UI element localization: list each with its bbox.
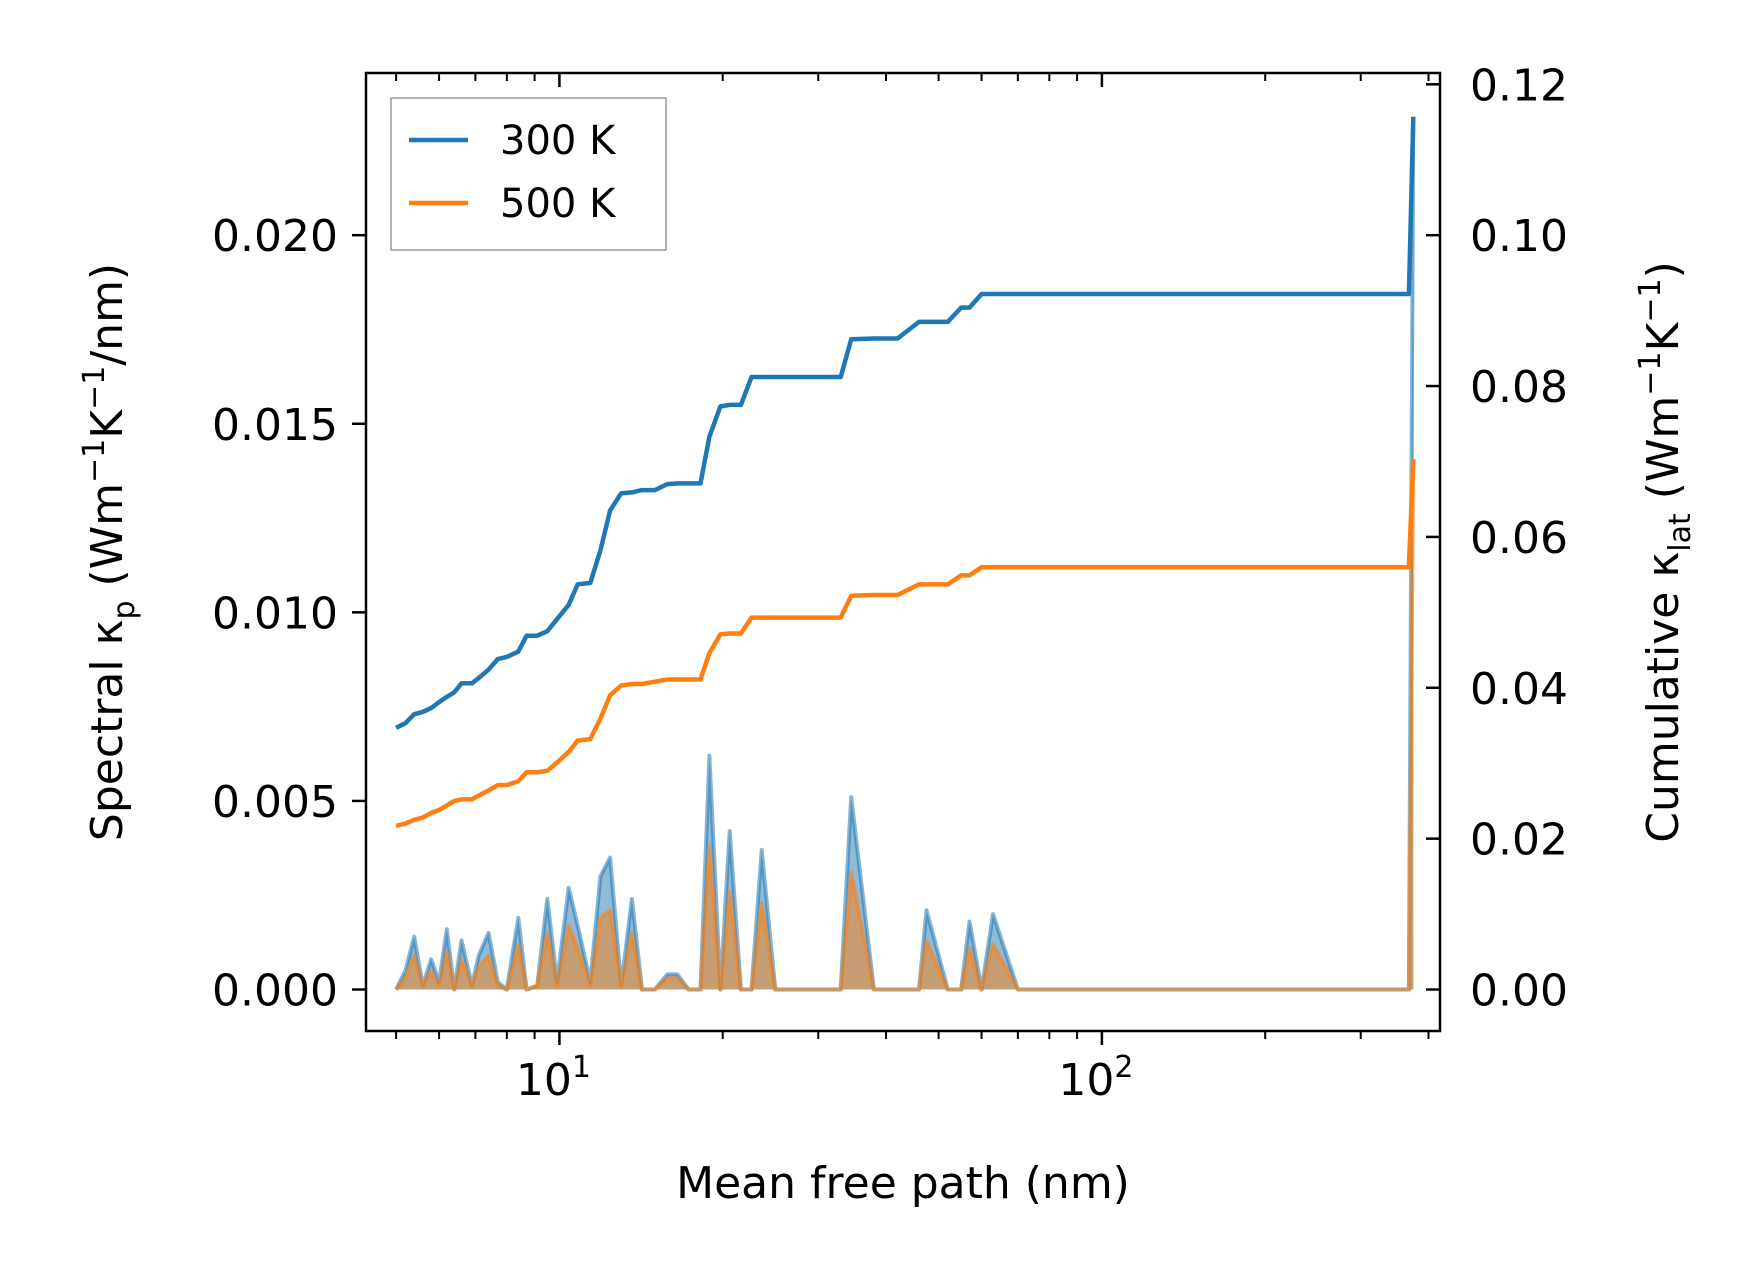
y-right-label-prefix: Cumulative κ — [1638, 552, 1689, 843]
x-tick-label-base: 10 — [1058, 1055, 1114, 1106]
plot-frame — [364, 71, 1442, 1033]
x-tick-label-exp: 2 — [1114, 1050, 1133, 1085]
y-right-tick-label: 0.10 — [1470, 211, 1568, 262]
legend-box — [390, 97, 667, 251]
y-right-tick-label: 0.02 — [1470, 815, 1568, 866]
y-axis-left-label: Spectral κp (Wm−1K−1/nm) — [77, 263, 142, 841]
y-right-label-mid: (Wm — [1638, 396, 1689, 514]
ticks-layer: 0.000 0.005 0.010 0.015 0.020 0.00 0.02 0.04 0.0… — [212, 60, 1568, 1106]
y-right-tick-label: 0.06 — [1470, 513, 1568, 564]
y-left-label-sup2: −1 — [77, 366, 112, 410]
y-left-label-mid2: K — [82, 409, 133, 439]
y-right-label-sup2: −1 — [1633, 278, 1668, 322]
y-right-label-sup1: −1 — [1633, 351, 1668, 395]
y-right-tick-label: 0.04 — [1470, 664, 1568, 715]
x-tick-label: 101 — [516, 1050, 591, 1106]
y-left-label-sub: p — [107, 600, 142, 619]
y-left-tick-label: 0.005 — [212, 777, 338, 828]
y-left-tick-label: 0.015 — [212, 400, 338, 451]
y-left-label-sup1: −1 — [77, 439, 112, 483]
y-left-label-prefix: Spectral κ — [82, 620, 133, 842]
y-axis-right-label: Cumulative κlat (Wm−1K−1) — [1633, 261, 1698, 843]
y-left-label-suffix: /nm) — [82, 263, 133, 366]
cumulative-line-300k — [395, 116, 1416, 730]
y-left-tick-label: 0.020 — [212, 211, 338, 262]
y-right-tick-label: 0.12 — [1470, 60, 1568, 111]
x-axis-label: Mean free path (nm) — [676, 1158, 1130, 1209]
y-right-label-suffix: ) — [1638, 261, 1689, 278]
y-right-label-sub: lat — [1663, 513, 1698, 552]
y-left-tick-label: 0.000 — [212, 966, 338, 1017]
y-right-tick-label: 0.00 — [1470, 966, 1568, 1017]
legend: 300 K 500 K — [390, 97, 667, 251]
legend-label-300k: 300 K — [500, 118, 617, 164]
y-left-label-mid: (Wm — [82, 483, 133, 601]
x-tick-label: 102 — [1058, 1050, 1133, 1106]
y-right-tick-label: 0.08 — [1470, 362, 1568, 413]
x-tick-label-base: 10 — [516, 1055, 572, 1106]
y-left-tick-label: 0.010 — [212, 588, 338, 639]
x-tick-label-exp: 1 — [572, 1050, 591, 1085]
spectral-series-layer — [394, 118, 1416, 992]
legend-label-500k: 500 K — [500, 181, 617, 227]
y-right-label-mid2: K — [1638, 321, 1689, 351]
cumulative-line-500k — [395, 459, 1416, 828]
cumulative-series-layer — [395, 116, 1416, 828]
spectral-line-500k — [394, 461, 1416, 992]
